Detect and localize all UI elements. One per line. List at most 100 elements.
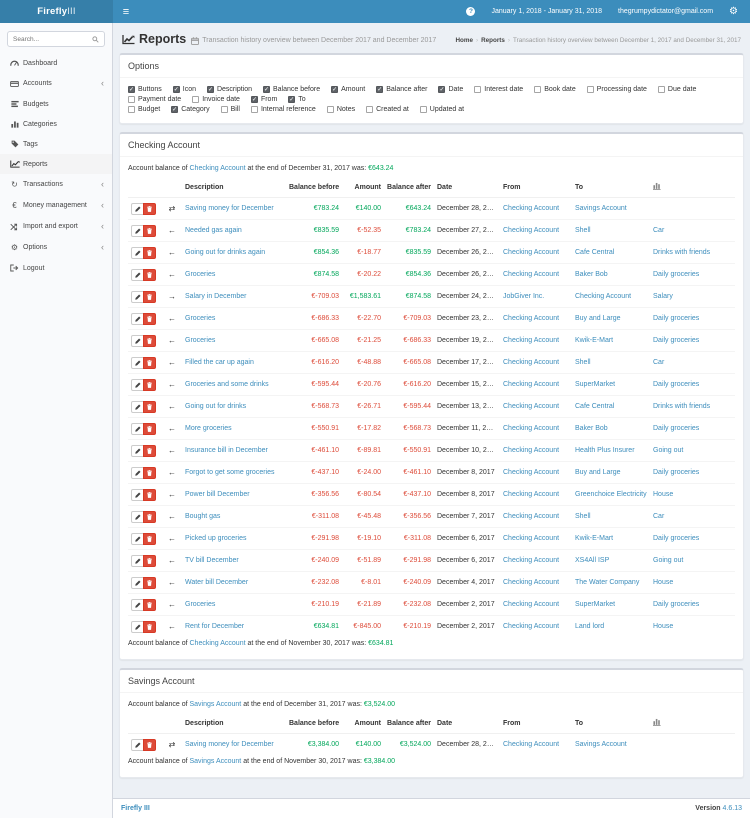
edit-button[interactable] [131, 466, 144, 479]
to-account-link[interactable]: Health Plus Insurer [575, 447, 635, 454]
delete-button[interactable] [143, 378, 156, 391]
delete-button[interactable] [143, 576, 156, 589]
to-account-link[interactable]: Checking Account [575, 293, 632, 300]
option-checkbox[interactable]: Icon [172, 86, 196, 93]
transaction-link[interactable]: Going out for drinks again [185, 249, 266, 256]
sidebar-item-accounts[interactable]: Accounts ‹ [0, 73, 112, 94]
sidebar-toggle-icon[interactable]: ≡ [122, 5, 130, 18]
checkbox[interactable] [331, 86, 339, 93]
from-account-link[interactable]: Checking Account [503, 249, 560, 256]
sidebar-item-logout[interactable]: Logout [0, 258, 112, 278]
to-account-link[interactable]: Kwik-E-Mart [575, 337, 614, 344]
footer-brand-link[interactable]: Firefly III [121, 805, 150, 812]
option-checkbox[interactable]: Book date [534, 86, 576, 93]
from-account-link[interactable]: Checking Account [503, 557, 560, 564]
to-account-link[interactable]: Baker Bob [575, 425, 608, 432]
sidebar-item-transactions[interactable]: ↻ Transactions ‹ [0, 174, 112, 195]
from-account-link[interactable]: Checking Account [503, 579, 560, 586]
transaction-link[interactable]: Groceries and some drinks [185, 381, 269, 388]
option-checkbox[interactable]: Amount [331, 86, 365, 93]
to-account-link[interactable]: Buy and Large [575, 315, 621, 322]
help-icon[interactable]: ? [466, 7, 476, 16]
to-account-link[interactable]: Shell [575, 227, 591, 234]
delete-button[interactable] [143, 202, 156, 215]
from-account-link[interactable]: Checking Account [503, 535, 560, 542]
category-link[interactable]: Daily groceries [653, 271, 700, 278]
category-link[interactable]: Car [653, 227, 665, 234]
transaction-link[interactable]: Insurance bill in December [185, 447, 268, 454]
to-account-link[interactable]: SuperMarket [575, 381, 616, 388]
transaction-link[interactable]: Picked up groceries [185, 535, 247, 542]
from-account-link[interactable]: Checking Account [503, 447, 560, 454]
category-link[interactable]: Drinks with friends [653, 403, 711, 410]
to-account-link[interactable]: Cafe Central [575, 403, 615, 410]
edit-button[interactable] [131, 532, 144, 545]
checkbox[interactable] [192, 96, 200, 103]
category-link[interactable]: Daily groceries [653, 337, 700, 344]
sidebar-item-budgets[interactable]: Budgets [0, 94, 112, 114]
sidebar-item-tags[interactable]: Tags [0, 134, 112, 154]
checkbox[interactable] [438, 86, 446, 93]
transaction-link[interactable]: Needed gas again [185, 227, 242, 234]
gear-icon[interactable]: ⚙ [729, 5, 738, 17]
delete-button[interactable] [143, 466, 156, 479]
checkbox[interactable] [657, 86, 665, 93]
checkbox[interactable] [171, 106, 179, 113]
transaction-link[interactable]: Saving money for December [185, 205, 274, 212]
transaction-link[interactable]: Bought gas [185, 513, 221, 520]
transaction-link[interactable]: Filled the car up again [185, 359, 254, 366]
transaction-link[interactable]: Forgot to get some groceries [185, 469, 275, 476]
delete-button[interactable] [143, 356, 156, 369]
from-account-link[interactable]: Checking Account [503, 381, 560, 388]
delete-button[interactable] [143, 400, 156, 413]
delete-button[interactable] [143, 290, 156, 303]
from-account-link[interactable]: Checking Account [503, 337, 560, 344]
to-account-link[interactable]: XS4All ISP [575, 557, 610, 564]
category-link[interactable]: Car [653, 359, 665, 366]
from-account-link[interactable]: Checking Account [503, 359, 560, 366]
search-input[interactable] [8, 35, 92, 43]
option-checkbox[interactable]: Invoice date [192, 96, 240, 103]
checkbox[interactable] [419, 106, 427, 113]
option-checkbox[interactable]: From [250, 96, 277, 103]
transaction-link[interactable]: Groceries [185, 601, 216, 608]
to-account-link[interactable]: Shell [575, 513, 591, 520]
option-checkbox[interactable]: Due date [657, 86, 696, 93]
sidebar-item-dashboard[interactable]: Dashboard [0, 53, 112, 73]
edit-button[interactable] [131, 378, 144, 391]
search-button[interactable] [92, 35, 104, 43]
date-range[interactable]: January 1, 2018 - January 31, 2018 [491, 8, 602, 15]
category-link[interactable]: Daily groceries [653, 315, 700, 322]
option-checkbox[interactable]: Created at [366, 106, 409, 113]
to-account-link[interactable]: Savings Account [575, 205, 627, 212]
category-link[interactable]: House [653, 491, 674, 498]
from-account-link[interactable]: JobGiver Inc. [503, 293, 545, 300]
delete-button[interactable] [143, 554, 156, 567]
transaction-link[interactable]: More groceries [185, 425, 232, 432]
transaction-link[interactable]: Going out for drinks [185, 403, 247, 410]
option-checkbox[interactable]: Budget [128, 106, 160, 113]
account-link[interactable]: Checking Account [189, 640, 246, 647]
checkbox[interactable] [586, 86, 594, 93]
checkbox[interactable] [474, 86, 482, 93]
checkbox[interactable] [263, 86, 270, 93]
to-account-link[interactable]: Shell [575, 359, 591, 366]
breadcrumb-reports-link[interactable]: Reports [481, 37, 505, 44]
category-link[interactable]: Drinks with friends [653, 249, 711, 256]
breadcrumb-home-link[interactable]: Home [455, 37, 474, 44]
version-link[interactable]: 4.6.13 [722, 805, 742, 812]
sidebar-item-money-management[interactable]: € Money management ‹ [0, 195, 112, 216]
sidebar-item-options[interactable]: ⚙ Options ‹ [0, 237, 112, 258]
to-account-link[interactable]: Buy and Large [575, 469, 621, 476]
from-account-link[interactable]: Checking Account [503, 205, 560, 212]
checkbox[interactable] [288, 96, 296, 103]
option-checkbox[interactable]: Buttons [128, 86, 162, 93]
option-checkbox[interactable]: Description [206, 86, 252, 93]
from-account-link[interactable]: Checking Account [503, 741, 560, 748]
option-checkbox[interactable]: To [288, 96, 306, 103]
checkbox[interactable] [128, 106, 135, 113]
category-link[interactable]: Daily groceries [653, 425, 700, 432]
category-link[interactable]: Daily groceries [653, 381, 700, 388]
app-logo[interactable]: Firefly III [0, 0, 113, 23]
edit-button[interactable] [131, 312, 144, 325]
